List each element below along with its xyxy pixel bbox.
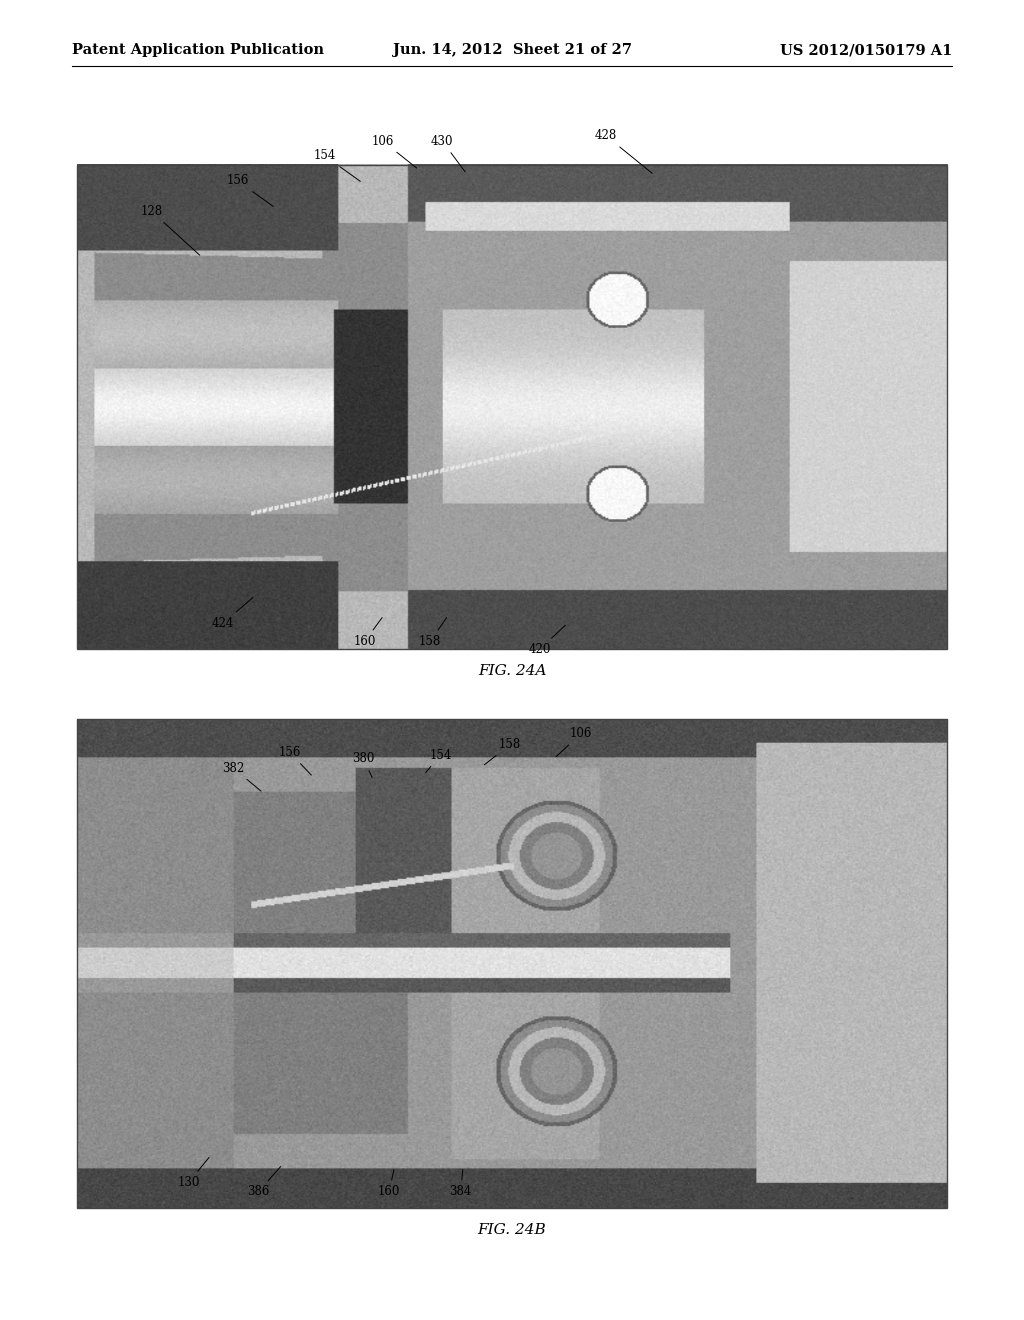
Text: 106: 106 <box>372 135 417 168</box>
Text: 428: 428 <box>595 129 652 173</box>
Text: 130: 130 <box>177 1158 209 1189</box>
Text: FIG. 24B: FIG. 24B <box>477 1224 547 1237</box>
Text: 386: 386 <box>247 1167 281 1199</box>
Text: 128: 128 <box>140 205 200 255</box>
Text: Patent Application Publication: Patent Application Publication <box>72 44 324 57</box>
Text: 158: 158 <box>419 618 446 648</box>
Text: 154: 154 <box>426 748 452 772</box>
Text: 156: 156 <box>226 174 273 206</box>
Text: FIG. 24A: FIG. 24A <box>478 664 546 678</box>
Text: Jun. 14, 2012  Sheet 21 of 27: Jun. 14, 2012 Sheet 21 of 27 <box>392 44 632 57</box>
Text: 380: 380 <box>352 752 375 777</box>
Text: 156: 156 <box>279 746 311 775</box>
Text: 160: 160 <box>353 618 382 648</box>
Text: 158: 158 <box>484 738 521 764</box>
Bar <box>77 719 947 1208</box>
Bar <box>77 165 947 649</box>
Text: 382: 382 <box>222 762 261 791</box>
Text: 154: 154 <box>313 149 360 181</box>
Text: 384: 384 <box>450 1170 472 1199</box>
Text: 160: 160 <box>378 1170 400 1199</box>
Text: 424: 424 <box>212 598 253 630</box>
Text: 430: 430 <box>431 135 465 172</box>
Text: 420: 420 <box>528 626 565 656</box>
Text: US 2012/0150179 A1: US 2012/0150179 A1 <box>780 44 952 57</box>
Text: 106: 106 <box>556 727 592 756</box>
